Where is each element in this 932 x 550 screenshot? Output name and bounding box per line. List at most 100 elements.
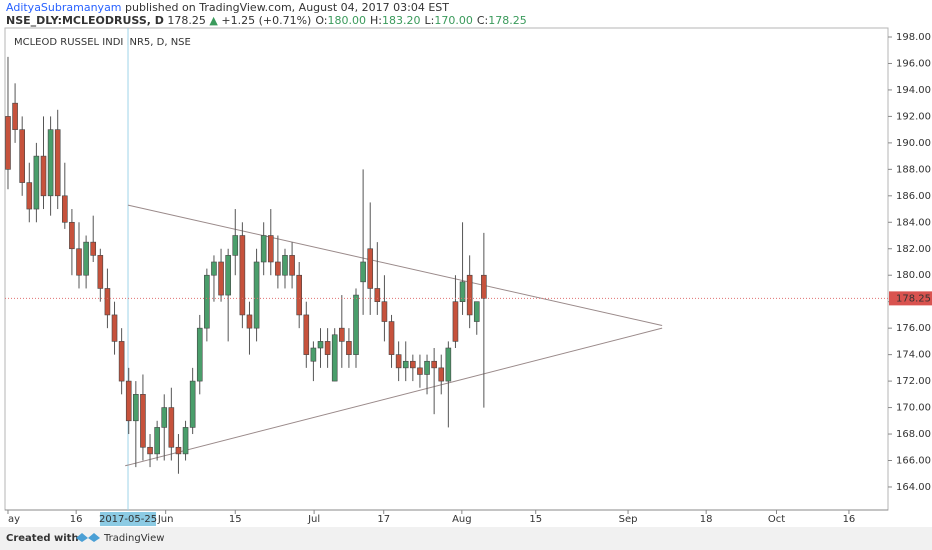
ohlc-value: 178.25	[488, 14, 527, 27]
arrow: ▲	[209, 14, 218, 27]
x-tick-label: Jul	[307, 514, 320, 525]
candle-body	[402, 360, 409, 369]
x-tick-label: Aug	[452, 514, 472, 525]
x-tick-label: 16	[843, 514, 856, 525]
y-tick-label: 172.00	[896, 376, 931, 387]
candle-body	[310, 347, 317, 362]
candle-body	[111, 314, 118, 342]
y-tick-label: 196.00	[896, 58, 931, 69]
trendline	[125, 327, 663, 467]
candle-body	[189, 380, 196, 428]
candle-body	[12, 102, 18, 130]
y-tick-label: 168.00	[896, 429, 931, 440]
candle-body	[239, 235, 246, 316]
candle-body	[76, 248, 82, 276]
x-tick-label: ay	[8, 514, 20, 525]
candle-body	[97, 255, 104, 289]
candle-body	[62, 195, 68, 223]
candle-body	[104, 288, 111, 316]
ohlc-value: 180.00	[328, 14, 367, 27]
candle-body	[5, 116, 11, 170]
candle-body	[303, 314, 310, 355]
y-tick-label: 184.00	[896, 217, 931, 228]
candle-body	[225, 255, 231, 296]
x-tick-label: Oct	[768, 514, 785, 525]
candle-body	[154, 427, 160, 455]
candle-body	[388, 321, 395, 355]
x-tick-label: Jun	[157, 514, 174, 525]
crosshair-label: 2017-05-25	[99, 514, 157, 525]
candle-body	[417, 367, 423, 375]
candle-body	[133, 394, 139, 422]
candle-body	[168, 407, 175, 448]
candle-body	[267, 235, 274, 263]
y-tick-label: 176.00	[896, 323, 931, 334]
crosshair-box	[100, 512, 157, 526]
author[interactable]: AdityaSubramanyam	[6, 1, 122, 14]
y-tick-label: 182.00	[896, 244, 931, 255]
candle-body	[282, 255, 288, 276]
candle-body	[445, 347, 452, 382]
y-tick-label: 188.00	[896, 164, 931, 175]
y-tick-label: 194.00	[896, 85, 931, 96]
candle-body	[317, 341, 324, 349]
y-tick-label: 164.00	[896, 482, 931, 493]
candle-body	[26, 182, 33, 210]
symbol: NSE_DLY:MCLEODRUSS, D	[6, 14, 164, 27]
candle-body	[246, 314, 253, 329]
candle-body	[204, 274, 210, 329]
x-tick-label: Sep	[619, 514, 638, 525]
candle-body	[324, 341, 331, 355]
ohlc-label: H:	[370, 14, 382, 27]
candle-body	[218, 261, 224, 296]
x-tick-label: 15	[529, 514, 542, 525]
candle-body	[140, 394, 146, 448]
candle-body	[118, 341, 125, 382]
footer-created: Created with	[6, 533, 79, 544]
candle-body	[346, 341, 352, 355]
candle-body	[466, 274, 473, 316]
symbol-line: NSE_DLY:MCLEODRUSS, D 178.25 ▲ +1.25 (+0…	[6, 14, 527, 27]
candle-body	[459, 281, 466, 302]
x-tick-label: 16	[70, 514, 83, 525]
x-tick-label: 17	[377, 514, 390, 525]
candle-body	[331, 334, 338, 382]
candle-body	[353, 294, 359, 355]
published: published on TradingView.com, August 04,…	[125, 1, 449, 14]
y-tick-label: 180.00	[896, 270, 931, 281]
plot-frame	[4, 27, 889, 511]
candle-body	[296, 274, 302, 316]
chart-title: MCLEOD RUSSEL INDI INR5, D, NSE	[14, 37, 191, 48]
candle-body	[367, 248, 374, 289]
candle-body	[125, 380, 132, 422]
candle-body	[395, 354, 402, 369]
last-price-label: 178.25	[896, 293, 931, 304]
candle-body	[253, 261, 260, 329]
candle-body	[90, 241, 97, 256]
y-tick-label: 198.00	[896, 32, 931, 43]
candle-body	[47, 129, 54, 197]
candle-body	[289, 255, 295, 276]
candle-body	[182, 427, 189, 455]
candle-body	[33, 155, 40, 210]
candle-body	[360, 261, 366, 283]
candle-body	[69, 221, 75, 250]
candle-body	[196, 327, 203, 382]
y-tick-label: 190.00	[896, 138, 931, 149]
candle-body	[438, 367, 445, 382]
change: +1.25 (+0.71%)	[221, 14, 311, 27]
ohlc-label: L:	[424, 14, 434, 27]
last: 178.25	[167, 14, 206, 27]
candle-body	[410, 360, 416, 369]
x-tick-label: 18	[700, 514, 713, 525]
candle-body	[473, 301, 480, 322]
candle-body	[260, 235, 267, 263]
ohlc-label: O:	[315, 14, 327, 27]
y-tick-label: 186.00	[896, 191, 931, 202]
footer-brand[interactable]: TradingView	[103, 533, 164, 544]
candle-body	[40, 155, 47, 197]
trendline	[127, 204, 663, 326]
candle-body	[232, 235, 239, 256]
ohlc-value: 183.20	[382, 14, 421, 27]
